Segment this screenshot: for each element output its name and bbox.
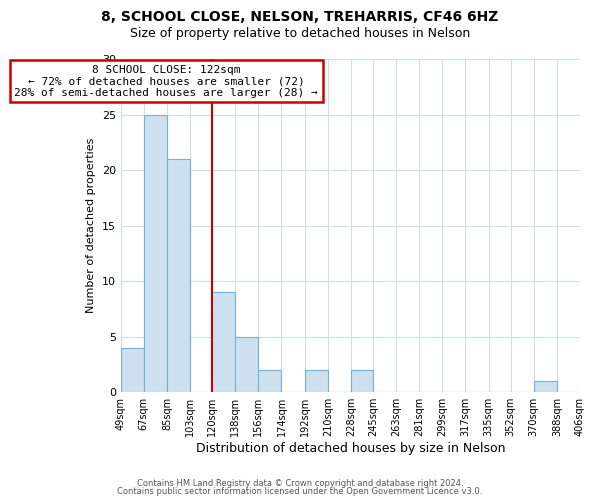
Bar [533,381,557,392]
Text: Size of property relative to detached houses in Nelson: Size of property relative to detached ho… [130,28,470,40]
Bar [351,370,373,392]
Bar [167,159,190,392]
Bar [259,370,281,392]
Bar [305,370,328,392]
Text: Contains HM Land Registry data © Crown copyright and database right 2024.: Contains HM Land Registry data © Crown c… [137,478,463,488]
Bar [144,114,167,392]
Y-axis label: Number of detached properties: Number of detached properties [86,138,96,314]
Text: 8, SCHOOL CLOSE, NELSON, TREHARRIS, CF46 6HZ: 8, SCHOOL CLOSE, NELSON, TREHARRIS, CF46… [101,10,499,24]
Bar [212,292,235,392]
X-axis label: Distribution of detached houses by size in Nelson: Distribution of detached houses by size … [196,442,505,455]
Bar [235,336,259,392]
Text: 8 SCHOOL CLOSE: 122sqm
← 72% of detached houses are smaller (72)
28% of semi-det: 8 SCHOOL CLOSE: 122sqm ← 72% of detached… [14,64,318,98]
Bar [121,348,144,392]
Text: Contains public sector information licensed under the Open Government Licence v3: Contains public sector information licen… [118,487,482,496]
